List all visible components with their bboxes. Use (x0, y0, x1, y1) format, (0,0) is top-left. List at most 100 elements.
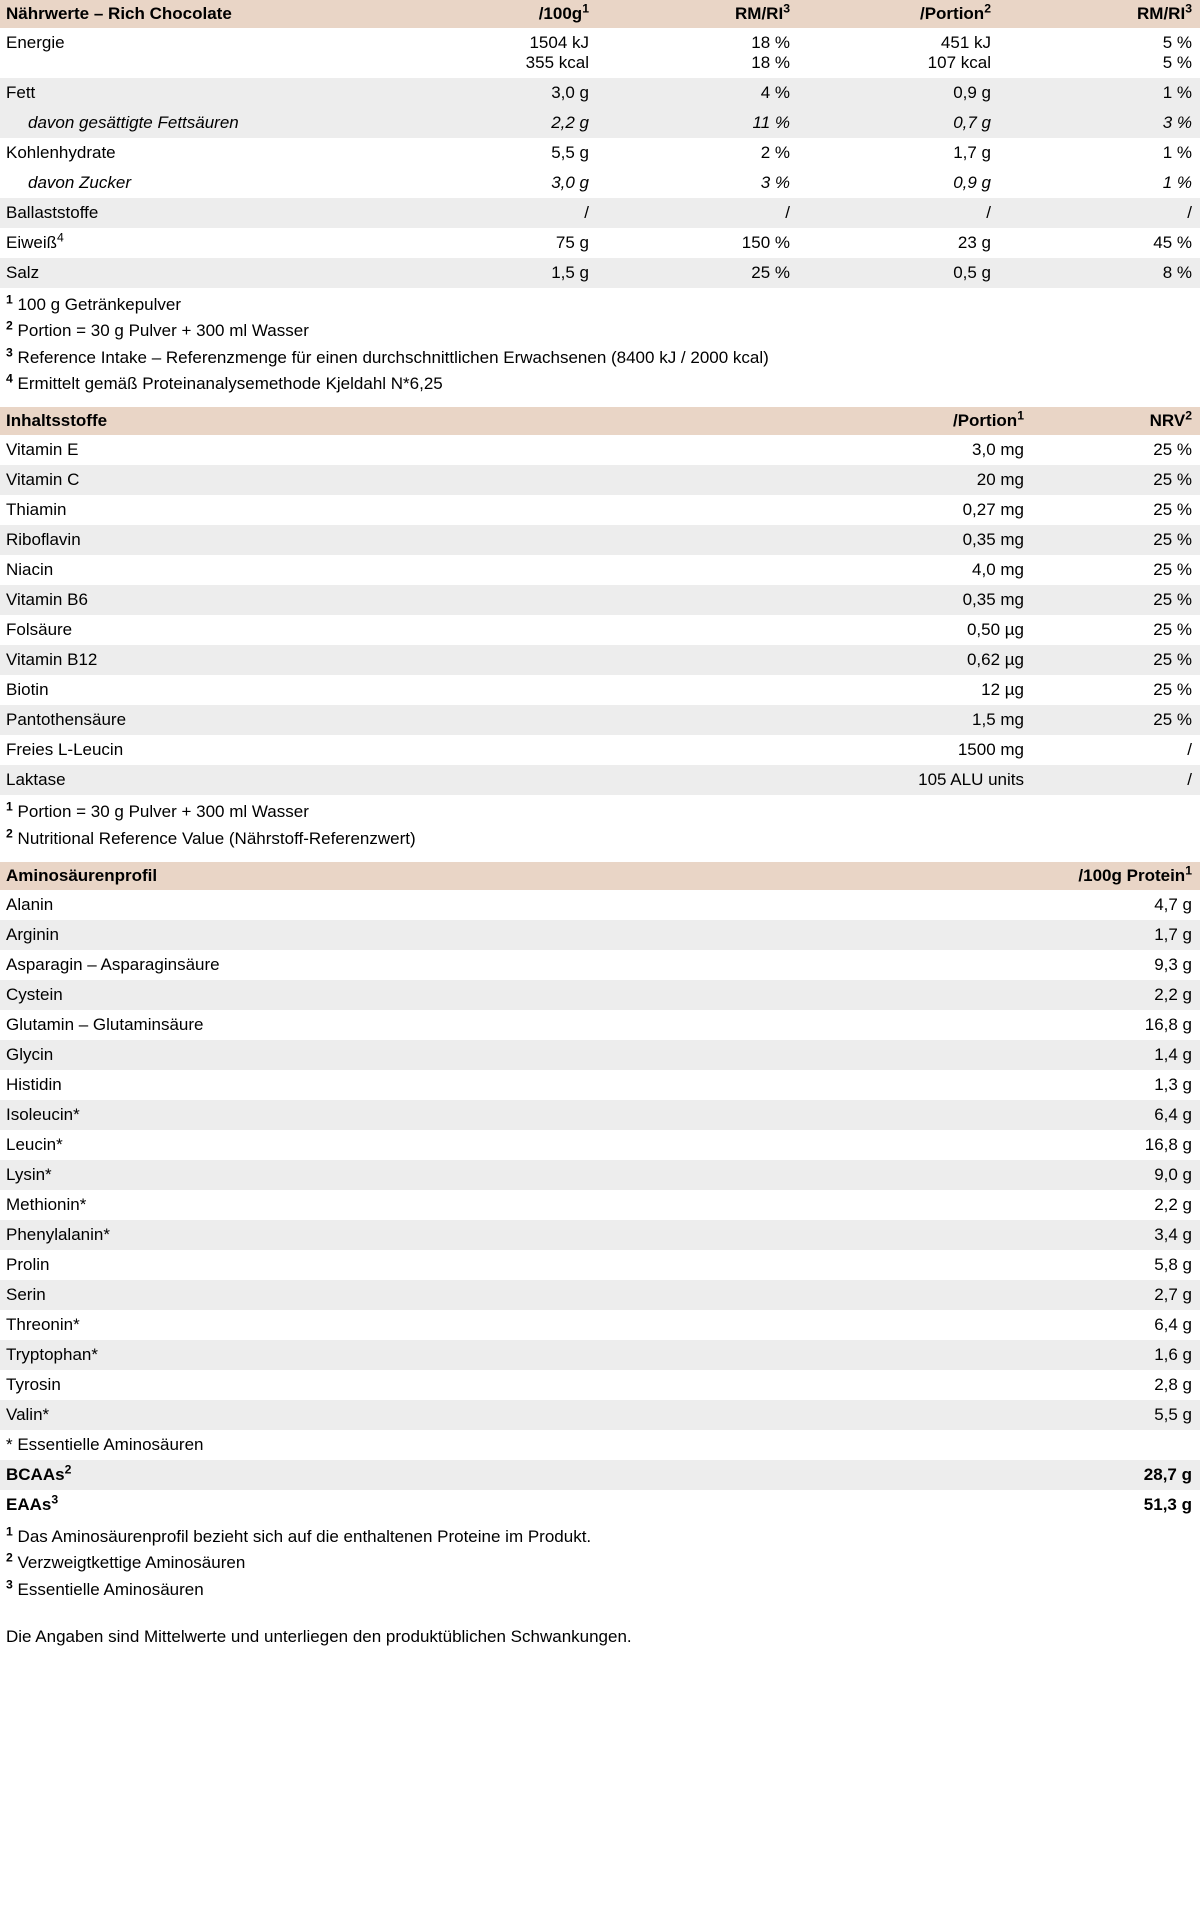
table-row: Vitamin C20 mg25 % (0, 465, 1200, 495)
ingredients-header-row: Inhaltsstoffe /Portion1 NRV2 (0, 407, 1200, 435)
nutrient-label: davon Zucker (0, 168, 396, 198)
ingredient-nrv: 25 % (1032, 585, 1200, 615)
table-row: Niacin4,0 mg25 % (0, 555, 1200, 585)
amino-label: Prolin (0, 1250, 1008, 1280)
nutrient-value: 0,9 g (798, 78, 999, 108)
table-row: Laktase105 ALU units/ (0, 765, 1200, 795)
table-row: Leucin*16,8 g (0, 1130, 1200, 1160)
table-row: Valin*5,5 g (0, 1400, 1200, 1430)
amino-summary-value: 28,7 g (1008, 1460, 1200, 1490)
amino-label: Asparagin – Asparaginsäure (0, 950, 1008, 980)
nutrient-label: Kohlenhydrate (0, 138, 396, 168)
nutrient-value: 0,5 g (798, 258, 999, 288)
amino-label: Methionin* (0, 1190, 1008, 1220)
nutrient-value: 3 % (597, 168, 798, 198)
nutrient-value: 45 % (999, 228, 1200, 258)
footnote: 3 Essentielle Aminosäuren (6, 1577, 1194, 1603)
nutrient-value: 3,0 g (396, 168, 597, 198)
amino-header-row: Aminosäurenprofil /100g Protein1 (0, 862, 1200, 890)
table-row: Energie1504 kJ355 kcal18 %18 %451 kJ107 … (0, 28, 1200, 78)
table-row: Ballaststoffe//// (0, 198, 1200, 228)
nutrient-value: 3,0 g (396, 78, 597, 108)
ingredient-nrv: / (1032, 765, 1200, 795)
table-row: Alanin4,7 g (0, 890, 1200, 920)
amino-summary-row: EAAs351,3 g (0, 1490, 1200, 1520)
nutrient-value: 8 % (999, 258, 1200, 288)
ingredient-nrv: 25 % (1032, 525, 1200, 555)
table-row: Salz1,5 g25 %0,5 g8 % (0, 258, 1200, 288)
nutrition-header-row: Nährwerte – Rich Chocolate /100g1 RM/RI3… (0, 0, 1200, 28)
table-row: Riboflavin0,35 mg25 % (0, 525, 1200, 555)
amino-label: Arginin (0, 920, 1008, 950)
footnote: 1 Portion = 30 g Pulver + 300 ml Wasser (6, 799, 1194, 825)
table-row: davon gesättigte Fettsäuren2,2 g11 %0,7 … (0, 108, 1200, 138)
footnote: 1 100 g Getränkepulver (6, 292, 1194, 318)
amino-label: Leucin* (0, 1130, 1008, 1160)
ingredient-value: 0,35 mg (864, 585, 1032, 615)
ingredient-value: 1,5 mg (864, 705, 1032, 735)
nutrient-value: 11 % (597, 108, 798, 138)
amino-footnotes: 1 Das Aminosäurenprofil bezieht sich auf… (0, 1520, 1200, 1613)
ingredient-nrv: / (1032, 735, 1200, 765)
amino-value: 2,2 g (1008, 980, 1200, 1010)
nutrient-value: / (597, 198, 798, 228)
col-rmri-1: RM/RI3 (597, 0, 798, 28)
amino-value: 1,4 g (1008, 1040, 1200, 1070)
amino-label: Lysin* (0, 1160, 1008, 1190)
table-row: Lysin*9,0 g (0, 1160, 1200, 1190)
nutrient-value: 1 % (999, 138, 1200, 168)
nutrient-label: Fett (0, 78, 396, 108)
nutrient-value: 23 g (798, 228, 999, 258)
nutrition-footnotes: 1 100 g Getränkepulver2 Portion = 30 g P… (0, 288, 1200, 407)
ingredient-nrv: 25 % (1032, 675, 1200, 705)
amino-summary-label: BCAAs2 (0, 1460, 1008, 1490)
nutrient-label: Energie (0, 28, 396, 78)
ingredients-footnotes: 1 Portion = 30 g Pulver + 300 ml Wasser2… (0, 795, 1200, 862)
ingredients-table: Inhaltsstoffe /Portion1 NRV2 Vitamin E3,… (0, 407, 1200, 795)
nutrient-value: 451 kJ107 kcal (798, 28, 999, 78)
amino-label: Cystein (0, 980, 1008, 1010)
footnote: 3 Reference Intake – Referenzmenge für e… (6, 345, 1194, 371)
nutrient-value: / (999, 198, 1200, 228)
ingredients-title: Inhaltsstoffe (0, 407, 864, 435)
ingredient-label: Niacin (0, 555, 864, 585)
col-amino-val: /100g Protein1 (1008, 862, 1200, 890)
ingredient-value: 1500 mg (864, 735, 1032, 765)
amino-title: Aminosäurenprofil (0, 862, 1008, 890)
ingredient-nrv: 25 % (1032, 495, 1200, 525)
amino-label: Alanin (0, 890, 1008, 920)
ingredient-label: Freies L-Leucin (0, 735, 864, 765)
amino-value: 2,2 g (1008, 1190, 1200, 1220)
nutrient-value: / (798, 198, 999, 228)
amino-label: Serin (0, 1280, 1008, 1310)
ingredient-label: Riboflavin (0, 525, 864, 555)
table-row: Prolin5,8 g (0, 1250, 1200, 1280)
table-row: Fett3,0 g4 %0,9 g1 % (0, 78, 1200, 108)
ingredient-value: 0,27 mg (864, 495, 1032, 525)
table-row: Vitamin B120,62 µg25 % (0, 645, 1200, 675)
amino-summary-row: BCAAs228,7 g (0, 1460, 1200, 1490)
amino-label: Isoleucin* (0, 1100, 1008, 1130)
table-row: Arginin1,7 g (0, 920, 1200, 950)
essential-note: * Essentielle Aminosäuren (0, 1430, 1200, 1460)
ingredient-nrv: 25 % (1032, 615, 1200, 645)
amino-label: Phenylalanin* (0, 1220, 1008, 1250)
amino-label: Threonin* (0, 1310, 1008, 1340)
ingredient-value: 105 ALU units (864, 765, 1032, 795)
amino-label: Histidin (0, 1070, 1008, 1100)
disclaimer-text: Die Angaben sind Mittelwerte und unterli… (0, 1613, 1200, 1667)
ingredient-label: Laktase (0, 765, 864, 795)
table-row: Pantothensäure1,5 mg25 % (0, 705, 1200, 735)
ingredient-value: 0,62 µg (864, 645, 1032, 675)
nutrient-value: 5,5 g (396, 138, 597, 168)
table-row: Methionin*2,2 g (0, 1190, 1200, 1220)
table-row: Tryptophan*1,6 g (0, 1340, 1200, 1370)
amino-value: 1,7 g (1008, 920, 1200, 950)
amino-value: 4,7 g (1008, 890, 1200, 920)
ingredient-label: Biotin (0, 675, 864, 705)
nutrient-value: 18 %18 % (597, 28, 798, 78)
nutrient-value: 1,5 g (396, 258, 597, 288)
table-row: Tyrosin2,8 g (0, 1370, 1200, 1400)
amino-value: 5,5 g (1008, 1400, 1200, 1430)
ingredient-label: Vitamin C (0, 465, 864, 495)
